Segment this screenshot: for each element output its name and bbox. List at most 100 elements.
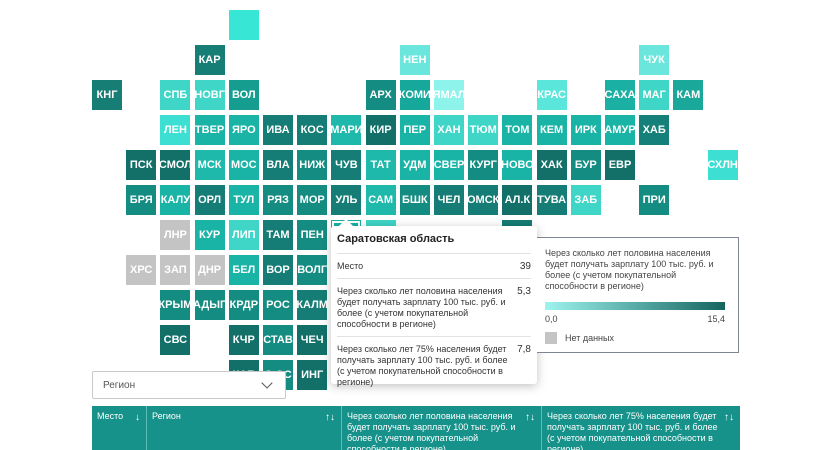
region-tile-ВОЛ[interactable]: ВОЛ: [228, 80, 259, 110]
region-tile-ЯРО[interactable]: ЯРО: [228, 115, 259, 145]
region-tile-МАГ[interactable]: МАГ: [639, 80, 670, 110]
region-tile-АДЫГ[interactable]: АДЫГ: [193, 290, 226, 320]
region-tile-СПБ[interactable]: СПБ: [160, 80, 191, 110]
region-tile-МСК[interactable]: МСК: [194, 150, 225, 180]
region-tile-УЛЬ[interactable]: УЛЬ: [331, 185, 362, 215]
chevron-down-icon: [261, 377, 273, 389]
region-tile-СВС[interactable]: СВС: [160, 325, 191, 355]
region-tile-ОРЛ[interactable]: ОРЛ: [194, 185, 225, 215]
region-tile-ВЛА[interactable]: ВЛА: [263, 150, 293, 180]
region-tile-МАРИ[interactable]: МАРИ: [330, 115, 363, 145]
region-tile-ПРИ[interactable]: ПРИ: [639, 185, 670, 215]
region-tile-ИРК[interactable]: ИРК: [570, 115, 601, 145]
tooltip-label: Через сколько лет половина населения буд…: [337, 286, 506, 329]
region-tile-СМОЛ[interactable]: СМОЛ: [159, 150, 192, 180]
tooltip-label: Место: [337, 261, 364, 271]
region-tile-НЕН[interactable]: НЕН: [399, 45, 430, 75]
region-tile-ТАТ[interactable]: ТАТ: [365, 150, 396, 180]
region-tile-САМ[interactable]: САМ: [365, 185, 396, 215]
tooltip-value: 5,3: [517, 286, 531, 297]
column-header-region[interactable]: Регион ↑↓: [147, 406, 342, 450]
region-tile-МОС[interactable]: МОС: [228, 150, 259, 180]
region-tile-КАР[interactable]: КАР: [194, 45, 225, 75]
region-tile-КИР[interactable]: КИР: [365, 115, 396, 145]
region-tile-ЗАБ[interactable]: ЗАБ: [570, 185, 601, 215]
region-tile-КУРГ[interactable]: КУРГ: [468, 150, 499, 180]
region-tile-ХРС[interactable]: ХРС: [126, 255, 157, 285]
region-tile-ТАМ[interactable]: ТАМ: [263, 220, 293, 250]
region-tile-ЛИП[interactable]: ЛИП: [228, 220, 259, 250]
region-tile-КНГ[interactable]: КНГ: [92, 80, 122, 110]
region-tile-ПСК[interactable]: ПСК: [126, 150, 157, 180]
region-tile-МОР[interactable]: МОР: [297, 185, 328, 215]
region-tile-АМУР[interactable]: АМУР: [604, 115, 636, 145]
region-tile-КАМ[interactable]: КАМ: [673, 80, 704, 110]
region-tile-КАЛМ[interactable]: КАЛМ: [296, 290, 328, 320]
region-tile-ОМСК[interactable]: ОМСК: [467, 185, 499, 215]
no-data-swatch: [545, 332, 557, 344]
region-tile-КУР[interactable]: КУР: [194, 220, 225, 250]
region-tile-КЧР[interactable]: КЧР: [228, 325, 259, 355]
region-tile-ТОМ[interactable]: ТОМ: [502, 115, 533, 145]
region-tile-ТВЕР[interactable]: ТВЕР: [194, 115, 225, 145]
region-tile-ПЕН[interactable]: ПЕН: [297, 220, 328, 250]
region-tile-ЯМАЛ[interactable]: ЯМАЛ: [433, 80, 465, 110]
tooltip-value: 7,8: [517, 344, 531, 355]
sort-icon[interactable]: ↓: [135, 412, 140, 423]
region-tile-ЧЕЧ[interactable]: ЧЕЧ: [297, 325, 328, 355]
region-tile-ЕВР[interactable]: ЕВР: [605, 150, 635, 180]
region-tile-ВОР[interactable]: ВОР: [263, 255, 293, 285]
region-tile-САХА[interactable]: САХА: [605, 80, 635, 110]
region-tile-БЕЛ[interactable]: БЕЛ: [228, 255, 259, 285]
column-header-place[interactable]: Место ↓: [92, 406, 147, 450]
region-tile-РОС[interactable]: РОС: [263, 290, 293, 320]
region-tile-ПЕР[interactable]: ПЕР: [399, 115, 430, 145]
region-tile-КРЫМ[interactable]: КРЫМ: [158, 290, 192, 320]
region-tile-ВОЛГ[interactable]: ВОЛГ: [297, 255, 328, 285]
region-tile-КРДР[interactable]: КРДР: [228, 290, 259, 320]
region-tile-БШК[interactable]: БШК: [399, 185, 430, 215]
region-tile-ТУВА[interactable]: ТУВА: [536, 185, 567, 215]
region-tile[interactable]: [228, 10, 259, 40]
sort-icon[interactable]: ↑↓: [724, 412, 734, 423]
region-tile-ХАБ[interactable]: ХАБ: [639, 115, 670, 145]
region-tile-НОВО[interactable]: НОВО: [501, 150, 534, 180]
tooltip-row-75: Через сколько лет 75% населения будет по…: [337, 337, 531, 394]
region-tile-УДМ[interactable]: УДМ: [399, 150, 430, 180]
region-tile-НИЖ[interactable]: НИЖ: [297, 150, 328, 180]
region-tile-ЛЕН[interactable]: ЛЕН: [160, 115, 191, 145]
region-tile-ХАН[interactable]: ХАН: [434, 115, 464, 145]
region-tile-ИВА[interactable]: ИВА: [263, 115, 293, 145]
column-header-75-percent[interactable]: Через сколько лет 75% населения будет по…: [542, 406, 740, 450]
region-tile-НОВГ[interactable]: НОВГ: [194, 80, 225, 110]
region-tile-ИНГ[interactable]: ИНГ: [297, 360, 328, 390]
region-tile-КЕМ[interactable]: КЕМ: [536, 115, 567, 145]
region-tile-КРАС[interactable]: КРАС: [536, 80, 567, 110]
region-tile-АРХ[interactable]: АРХ: [365, 80, 396, 110]
region-tile-КОС[interactable]: КОС: [297, 115, 328, 145]
sort-icon[interactable]: ↑↓: [525, 412, 535, 423]
region-tile-КАЛУ[interactable]: КАЛУ: [160, 185, 191, 215]
sort-icon[interactable]: ↑↓: [325, 412, 335, 423]
region-tile-ЗАП[interactable]: ЗАП: [160, 255, 191, 285]
region-tile-РЯЗ[interactable]: РЯЗ: [263, 185, 293, 215]
region-tile-СХЛН[interactable]: СХЛН: [707, 150, 738, 180]
region-tile-СТАВ[interactable]: СТАВ: [263, 325, 293, 355]
region-tile-БРЯ[interactable]: БРЯ: [126, 185, 157, 215]
region-tile-СВЕР[interactable]: СВЕР: [434, 150, 464, 180]
region-tile-АЛ.К[interactable]: АЛ.К: [502, 185, 533, 215]
region-tile-ЛНР[interactable]: ЛНР: [160, 220, 191, 250]
region-tile-ЧУВ[interactable]: ЧУВ: [331, 150, 362, 180]
legend-range: 0,0 15,4: [545, 314, 725, 324]
region-tile-ЧУК[interactable]: ЧУК: [639, 45, 670, 75]
region-tile-БУР[interactable]: БУР: [570, 150, 601, 180]
region-tile-ТУЛ[interactable]: ТУЛ: [228, 185, 259, 215]
region-tile-ХАК[interactable]: ХАК: [536, 150, 567, 180]
region-select[interactable]: Регион: [92, 371, 286, 399]
legend-no-data: Нет данных: [545, 332, 728, 344]
region-tile-КОМИ[interactable]: КОМИ: [399, 80, 431, 110]
column-header-half-population[interactable]: Через сколько лет половина населения буд…: [342, 406, 542, 450]
region-tile-ТЮМ[interactable]: ТЮМ: [468, 115, 499, 145]
region-tile-ЧЕЛ[interactable]: ЧЕЛ: [434, 185, 464, 215]
region-tile-ДНР[interactable]: ДНР: [194, 255, 225, 285]
